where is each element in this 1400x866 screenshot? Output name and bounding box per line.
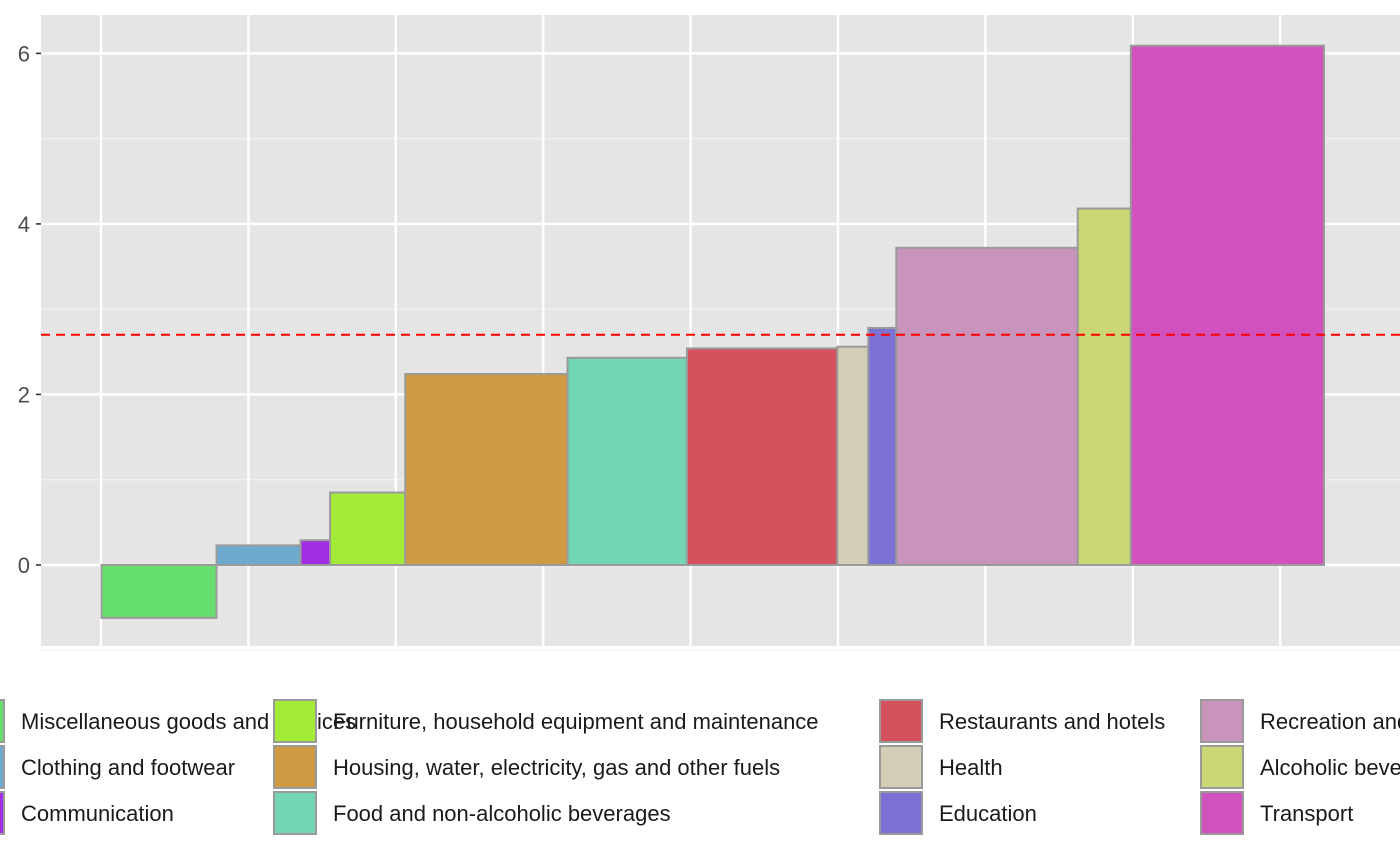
bar-miscellaneous-goods-and-services <box>100 563 218 619</box>
legend-label: Recreation and culture <box>1260 709 1400 734</box>
bar-clothing-and-footwear <box>215 544 302 566</box>
legend-item-health: Health <box>879 745 1003 789</box>
legend-key <box>273 745 317 789</box>
legend-item-food-and-non-alcoholic-beverages: Food and non-alcoholic beverages <box>273 791 671 835</box>
bar-food-and-non-alcoholic-beverages <box>566 356 688 566</box>
bar-transport <box>1129 44 1326 566</box>
bar-alcoholic-beverages-tobacco-and-narcotics <box>1076 207 1132 566</box>
legend-key <box>1200 699 1244 743</box>
bar-education <box>867 326 898 566</box>
bar-communication <box>299 539 332 566</box>
bars <box>100 44 1326 619</box>
legend-key <box>1200 791 1244 835</box>
legend-label: Food and non-alcoholic beverages <box>333 801 671 826</box>
y-tick-label: 0 <box>18 553 30 578</box>
bar-health <box>836 345 870 566</box>
legend-item-alcoholic-beverages-tobacco-and-narcotics: Alcoholic beverages, tobacco and narcoti… <box>1200 745 1400 789</box>
legend-key <box>879 791 923 835</box>
bar-restaurants-and-hotels <box>685 347 839 566</box>
legend-item-recreation-and-culture: Recreation and culture <box>1200 699 1400 743</box>
legend-label: Alcoholic beverages, tobacco and narcoti… <box>1260 755 1400 780</box>
legend-label: Clothing and footwear <box>21 755 235 780</box>
legend-key <box>0 699 5 743</box>
bar-furniture-household-equipment-and-maintenance <box>329 491 407 566</box>
legend-key <box>879 745 923 789</box>
legend-item-housing-water-electricity-gas-and-other-fuels: Housing, water, electricity, gas and oth… <box>273 745 780 789</box>
legend-item-furniture-household-equipment-and-maintenance: Furniture, household equipment and maint… <box>273 699 819 743</box>
legend-item-education: Education <box>879 791 1037 835</box>
legend-label: Communication <box>21 801 174 826</box>
bar-housing-water-electricity-gas-and-other-fuels <box>404 372 569 566</box>
legend-item-communication: Communication <box>0 791 174 835</box>
legend-label: Education <box>939 801 1037 826</box>
y-tick-label: 4 <box>18 212 30 237</box>
legend-label: Furniture, household equipment and maint… <box>333 709 819 734</box>
legend-label: Health <box>939 755 1003 780</box>
y-axis: 0 2 4 6 <box>18 41 41 578</box>
legend-label: Restaurants and hotels <box>939 709 1165 734</box>
legend-item-clothing-and-footwear: Clothing and footwear <box>0 745 235 789</box>
legend-key <box>0 745 5 789</box>
legend-key <box>1200 745 1244 789</box>
legend-key <box>0 791 5 835</box>
legend-label: Housing, water, electricity, gas and oth… <box>333 755 780 780</box>
y-tick-label: 2 <box>18 382 30 407</box>
legend-item-restaurants-and-hotels: Restaurants and hotels <box>879 699 1165 743</box>
legend-item-transport: Transport <box>1200 791 1353 835</box>
legend-key <box>879 699 923 743</box>
legend-key <box>273 791 317 835</box>
legend: Miscellaneous goods and servicesClothing… <box>0 699 1400 835</box>
legend-key <box>273 699 317 743</box>
legend-label: Transport <box>1260 801 1353 826</box>
y-tick-label: 6 <box>18 41 30 66</box>
bar-recreation-and-culture <box>895 246 1079 566</box>
